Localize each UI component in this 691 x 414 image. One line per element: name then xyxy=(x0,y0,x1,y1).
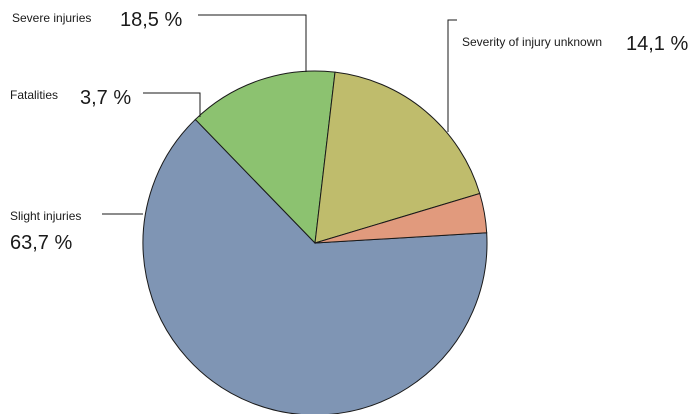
pie-slices xyxy=(142,70,488,414)
leader-line-fatalities xyxy=(143,92,201,117)
label-slight-injuries: Slight injuries xyxy=(10,209,81,223)
value-fatalities: 3,7 % xyxy=(80,87,131,109)
label-severity-unknown: Severity of injury unknown xyxy=(462,35,602,49)
slice-severity-unknown xyxy=(194,70,336,245)
leader-line-severe xyxy=(198,14,307,72)
value-severe-injuries: 18,5 % xyxy=(120,9,182,31)
leader-line-unknown xyxy=(447,19,457,132)
value-slight-injuries: 63,7 % xyxy=(10,232,72,254)
label-severe-injuries: Severe injuries xyxy=(12,11,91,25)
slice-fatalities xyxy=(314,192,488,244)
leader-lines xyxy=(102,14,457,215)
slice-slight-injuries xyxy=(142,118,488,414)
value-severity-unknown: 14,1 % xyxy=(626,33,688,55)
slice-labels: Severe injuries 18,5 % Severity of injur… xyxy=(10,9,688,254)
slice-severe-injuries xyxy=(314,71,481,244)
label-fatalities: Fatalities xyxy=(10,88,58,102)
